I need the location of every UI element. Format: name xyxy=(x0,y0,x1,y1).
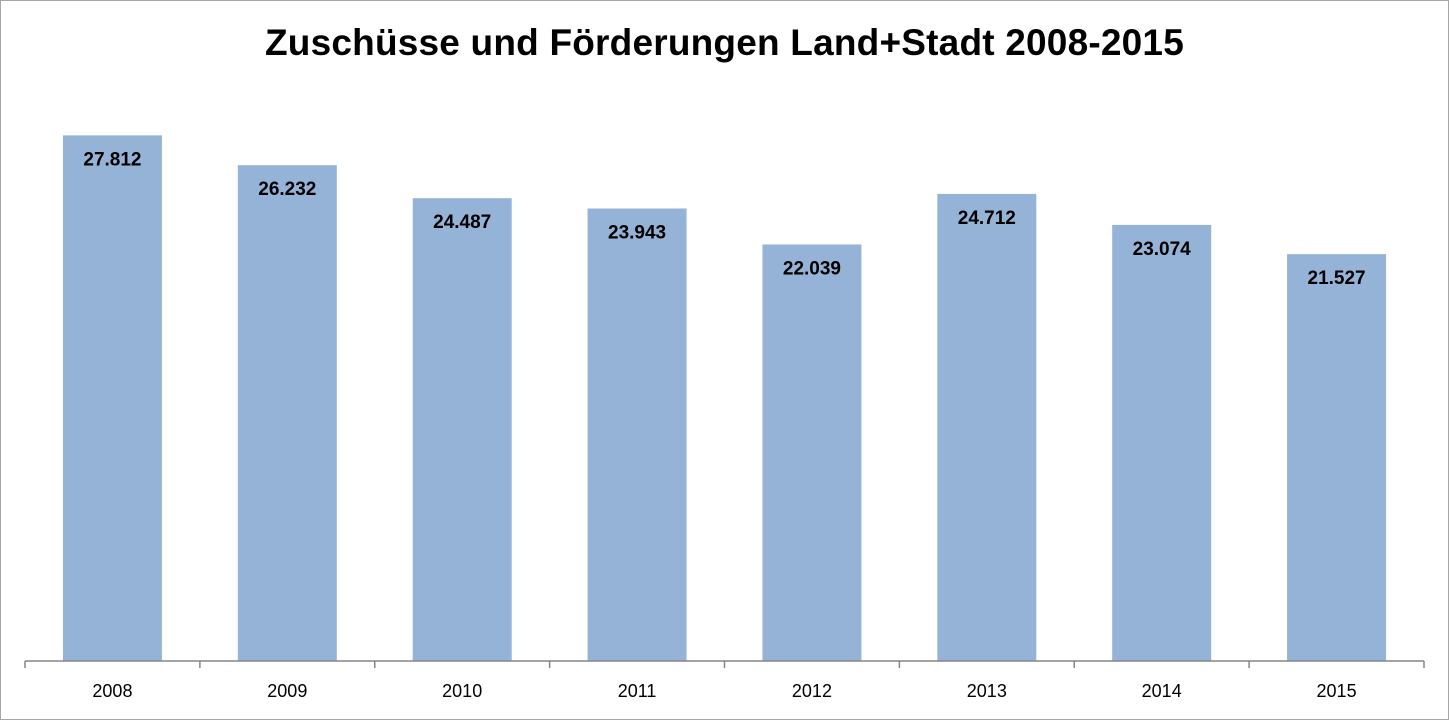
x-tick-label-2011: 2011 xyxy=(618,681,657,701)
bar-2011 xyxy=(587,208,687,661)
x-tick-label-2014: 2014 xyxy=(1142,681,1182,701)
x-tick-label-2012: 2012 xyxy=(792,681,832,701)
chart-title: Zuschüsse und Förderungen Land+Stadt 200… xyxy=(264,22,1184,63)
data-label-2015: 21.527 xyxy=(1308,268,1366,289)
x-tick-label-2008: 2008 xyxy=(92,681,132,701)
bar-2015 xyxy=(1287,254,1387,661)
bar-2008 xyxy=(62,135,162,661)
x-tick-label-2009: 2009 xyxy=(267,681,307,701)
data-label-2011: 23.943 xyxy=(608,222,666,243)
data-label-2014: 23.074 xyxy=(1133,239,1192,260)
data-label-2013: 24.712 xyxy=(958,208,1016,229)
data-label-2012: 22.039 xyxy=(783,258,841,279)
bar-2012 xyxy=(762,244,862,662)
bar-2014 xyxy=(1112,224,1212,661)
x-tick-label-2013: 2013 xyxy=(967,681,1007,701)
bar-2010 xyxy=(412,198,512,662)
data-label-2010: 24.487 xyxy=(433,212,491,233)
x-tick-label-2010: 2010 xyxy=(442,681,482,701)
data-label-2008: 27.812 xyxy=(83,149,141,170)
bar-2013 xyxy=(937,193,1037,661)
data-label-2009: 26.232 xyxy=(258,179,316,200)
x-tick-label-2015: 2015 xyxy=(1317,681,1357,701)
bar-2009 xyxy=(237,165,337,661)
